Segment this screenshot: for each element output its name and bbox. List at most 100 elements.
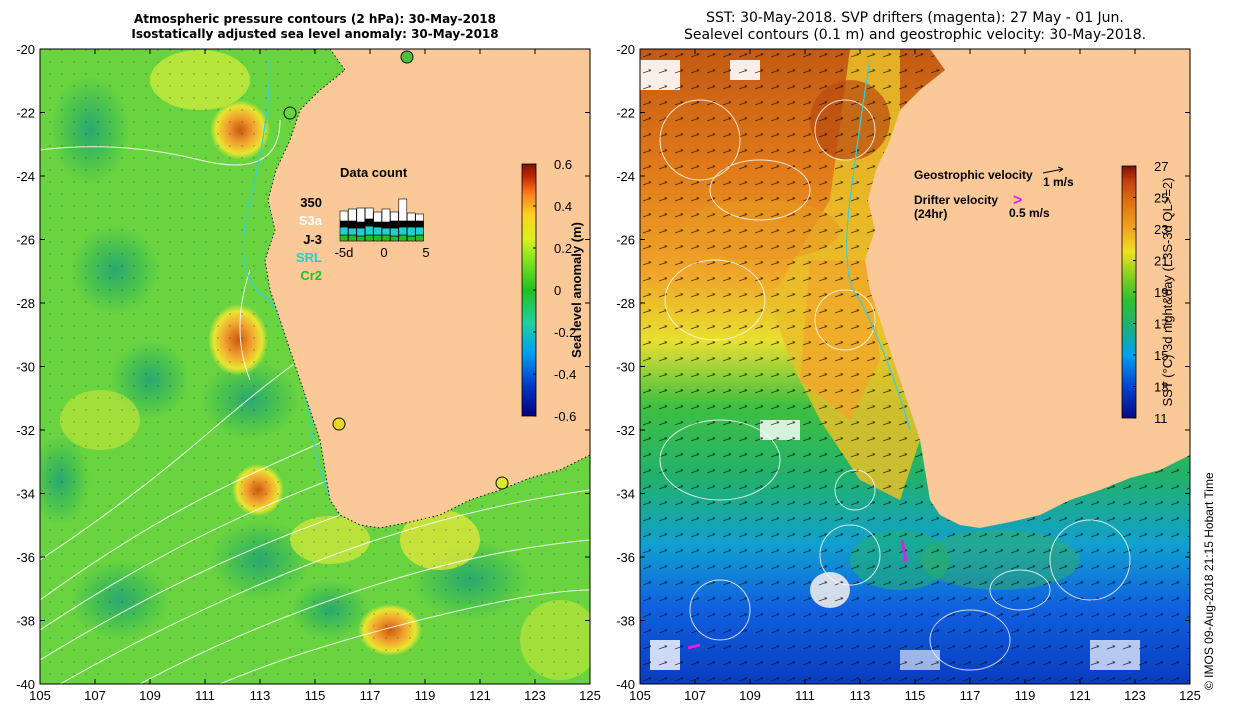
data-count-bar-segment (390, 227, 399, 237)
data-count-bar-segment (364, 234, 374, 242)
x-tick-label: 105 (29, 688, 51, 703)
x-tick-label: 105 (629, 688, 651, 703)
drifter-arrow-icon: > (1013, 192, 1022, 209)
x-tick-label: 125 (1179, 688, 1201, 703)
data-count-title: Data count (340, 165, 408, 180)
colorbar-tick-label: 25 (1154, 191, 1168, 206)
colorbar-tick-label: -0.4 (554, 367, 576, 382)
x-tick-label: 119 (415, 688, 436, 703)
data-count-label-srl: SRL (296, 250, 322, 265)
y-tick-label: -36 (616, 550, 635, 565)
x-tick-label: 111 (195, 688, 215, 703)
data-count-bar-segment (339, 226, 349, 236)
data-count-bar-segment (356, 235, 366, 242)
sla-colorbar: 0.6 0.4 0.2 0 -0.2 -0.4 -0.6 Sea level anomaly… (521, 157, 584, 424)
data-count-tick: 0 (380, 245, 387, 260)
x-tick-label: 125 (579, 688, 601, 703)
data-count-bar-segment (348, 208, 357, 222)
data-count-bar-segment (373, 234, 382, 242)
data-count-bar-segment (398, 220, 408, 228)
left-axes: 105 107 109 111 113 115 117 119 121 123 125 -20 -22 -… (16, 42, 601, 703)
land-mass-left (265, 49, 590, 528)
data-count-bar-segment (406, 235, 416, 242)
data-count-bar-segment (364, 218, 374, 227)
right-title: SST: 30-May-2018. SVP drifters (magenta)… (640, 10, 1190, 44)
velocity-legend: Geostrophic velocity 1 m/s Drifter veloc… (914, 166, 1074, 221)
data-count-bar-segment (398, 226, 408, 236)
colorbar-tick-label: 17 (1154, 317, 1168, 332)
tide-gauge-marker (495, 476, 509, 490)
data-count-bar-segment (364, 225, 374, 236)
y-tick-label: -22 (16, 106, 35, 121)
colorbar-tick-label: 19 (1154, 285, 1168, 300)
right-map (640, 49, 1190, 684)
sla-colorbar-label: Sea level anomaly (m) (569, 222, 584, 358)
x-tick-label: 113 (850, 688, 871, 703)
data-count-bar-segment (356, 221, 366, 229)
colorbar-tick-label: 27 (1154, 159, 1168, 174)
data-count-inset: Data count 350 S3a J-3 SRL Cr2 -5d 0 5 (296, 165, 430, 283)
drifter-track (687, 643, 701, 650)
x-tick-label: 121 (1069, 688, 1091, 703)
y-tick-label: -20 (616, 42, 635, 57)
data-count-bar-segment (381, 234, 391, 242)
x-tick-label: 107 (84, 688, 106, 703)
sst-colorbar: 27 25 23 21 19 17 15 13 11 SST (°C) 3d night&day… (1121, 159, 1175, 426)
y-tick-label: -38 (616, 614, 635, 629)
data-count-bar-segment (339, 210, 349, 222)
y-tick-label: -40 (616, 677, 635, 692)
y-tick-label: -32 (16, 423, 35, 438)
x-tick-label: 111 (795, 688, 815, 703)
x-tick-label: 117 (960, 688, 981, 703)
colorbar-tick-label: 23 (1154, 222, 1168, 237)
drifter-label-24hr: (24hr) (914, 207, 947, 221)
geostrophic-scale: 1 m/s (1043, 175, 1074, 189)
colorbar-tick-label: 21 (1154, 254, 1168, 269)
y-tick-label: -30 (616, 360, 635, 375)
left-map (40, 49, 590, 684)
x-tick-label: 119 (1015, 688, 1036, 703)
x-tick-label: 109 (739, 688, 761, 703)
x-tick-label: 121 (469, 688, 491, 703)
colorbar-tick-label: 13 (1154, 380, 1168, 395)
tide-gauge-marker (332, 417, 346, 431)
coastline-left (264, 49, 590, 529)
data-count-bar-segment (415, 213, 424, 222)
data-count-bar-segment (373, 221, 382, 228)
y-tick-label: -40 (16, 677, 35, 692)
geostrophic-arrow-icon (1042, 168, 1064, 174)
data-count-bars (339, 198, 424, 242)
colorbar-tick-label: 11 (1154, 411, 1168, 426)
y-tick-label: -22 (616, 106, 635, 121)
x-tick-label: 117 (360, 688, 381, 703)
data-count-bar-segment (364, 207, 374, 220)
data-count-bar-segment (398, 234, 408, 242)
y-tick-label: -28 (616, 296, 635, 311)
y-tick-label: -24 (16, 169, 35, 184)
right-title-line1: SST: 30-May-2018. SVP drifters (magenta)… (706, 10, 1124, 26)
colorbar-tick-label: 0.6 (554, 157, 572, 172)
x-tick-label: 123 (524, 688, 546, 703)
data-count-tick: -5d (335, 245, 354, 260)
data-count-bar-segment (348, 234, 357, 242)
drifter-label: Drifter velocity (914, 193, 998, 207)
data-count-bar-segment (356, 207, 366, 223)
y-tick-label: -34 (16, 487, 35, 502)
imos-stamp: © IMOS 09-Aug-2018 21:15 Hobart Time (1202, 472, 1216, 690)
right-title-line2: Sealevel contours (0.1 m) and geostrophi… (683, 27, 1147, 43)
y-tick-label: -20 (16, 42, 35, 57)
colorbar-tick-label: -0.6 (554, 409, 576, 424)
data-count-bar-segment (406, 212, 416, 222)
y-tick-label: -24 (616, 169, 635, 184)
data-count-bar-segment (381, 221, 391, 229)
x-tick-label: 115 (305, 688, 326, 703)
x-tick-label: 123 (1124, 688, 1146, 703)
y-tick-label: -34 (616, 487, 635, 502)
data-count-bar-segment (373, 211, 382, 223)
y-tick-label: -32 (616, 423, 635, 438)
x-tick-label: 109 (139, 688, 161, 703)
data-count-bar-segment (348, 227, 357, 236)
y-tick-label: -30 (16, 360, 35, 375)
data-count-bar-segment (406, 226, 416, 237)
